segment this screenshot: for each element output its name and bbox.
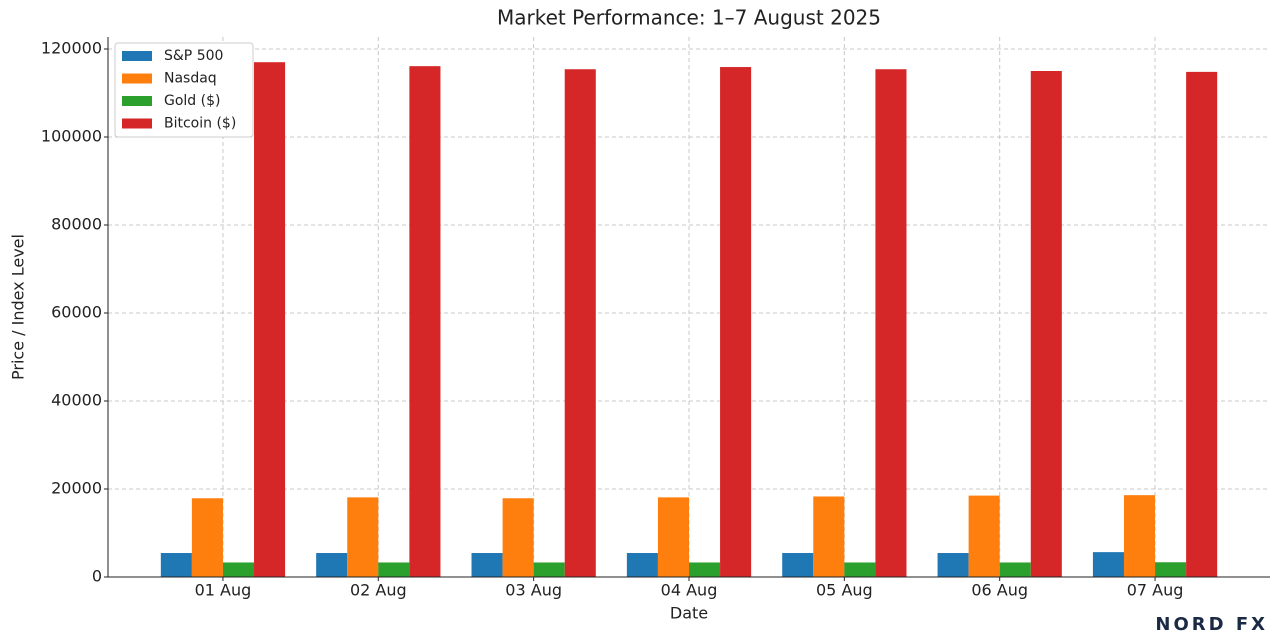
bar — [378, 562, 410, 577]
x-tick-label: 06 Aug — [971, 581, 1028, 600]
bar — [844, 562, 876, 577]
bar — [1123, 495, 1156, 577]
y-tick-label: 100000 — [41, 127, 102, 146]
x-tick-label: 05 Aug — [816, 581, 873, 600]
legend-label: Gold ($) — [164, 93, 220, 109]
bar — [782, 553, 814, 577]
bar — [533, 562, 565, 577]
x-tick-label: 04 Aug — [661, 581, 718, 600]
y-tick-label: 0 — [92, 567, 102, 586]
y-tick-label: 40000 — [51, 391, 102, 410]
bar — [999, 562, 1031, 577]
bar — [1186, 71, 1218, 577]
bar — [191, 498, 223, 577]
bar — [689, 562, 721, 577]
bar — [564, 69, 596, 578]
y-axis-label: Price / Index Level — [9, 234, 28, 380]
bar — [720, 67, 752, 577]
bar — [1155, 562, 1187, 577]
bar — [626, 553, 658, 577]
watermark: NORD FX — [1155, 614, 1268, 635]
x-tick-label: 07 Aug — [1127, 581, 1184, 600]
grid — [108, 37, 1270, 578]
legend-swatch — [122, 51, 152, 61]
bar — [968, 495, 1000, 577]
legend-swatch — [122, 96, 152, 106]
legend-swatch — [122, 118, 152, 129]
legend-swatch — [122, 73, 152, 84]
bar — [875, 69, 907, 578]
x-tick-label: 01 Aug — [195, 581, 252, 600]
chart-title: Market Performance: 1–7 August 2025 — [497, 6, 881, 30]
x-tick-label: 02 Aug — [350, 581, 407, 600]
bar — [222, 562, 255, 577]
bar — [409, 66, 441, 577]
bar — [813, 496, 845, 577]
x-tick-label: 03 Aug — [505, 581, 562, 600]
bar — [657, 497, 689, 577]
bar — [160, 553, 192, 577]
legend-box — [114, 42, 254, 138]
y-tick-label: 80000 — [51, 215, 102, 234]
bar — [347, 497, 379, 577]
x-axis-label: Date — [670, 604, 708, 623]
bar — [316, 553, 348, 577]
y-tick-label: 120000 — [41, 39, 102, 58]
bar — [502, 498, 534, 577]
bar — [1092, 552, 1124, 577]
bar — [471, 553, 503, 577]
legend-label: S&P 500 — [164, 48, 223, 64]
bar — [1030, 71, 1062, 577]
y-tick-label: 60000 — [51, 303, 102, 322]
bar — [937, 553, 969, 577]
legend-label: Nasdaq — [164, 71, 217, 87]
y-tick-label: 20000 — [51, 479, 102, 498]
legend-label: Bitcoin ($) — [164, 116, 236, 132]
bar — [254, 62, 286, 577]
